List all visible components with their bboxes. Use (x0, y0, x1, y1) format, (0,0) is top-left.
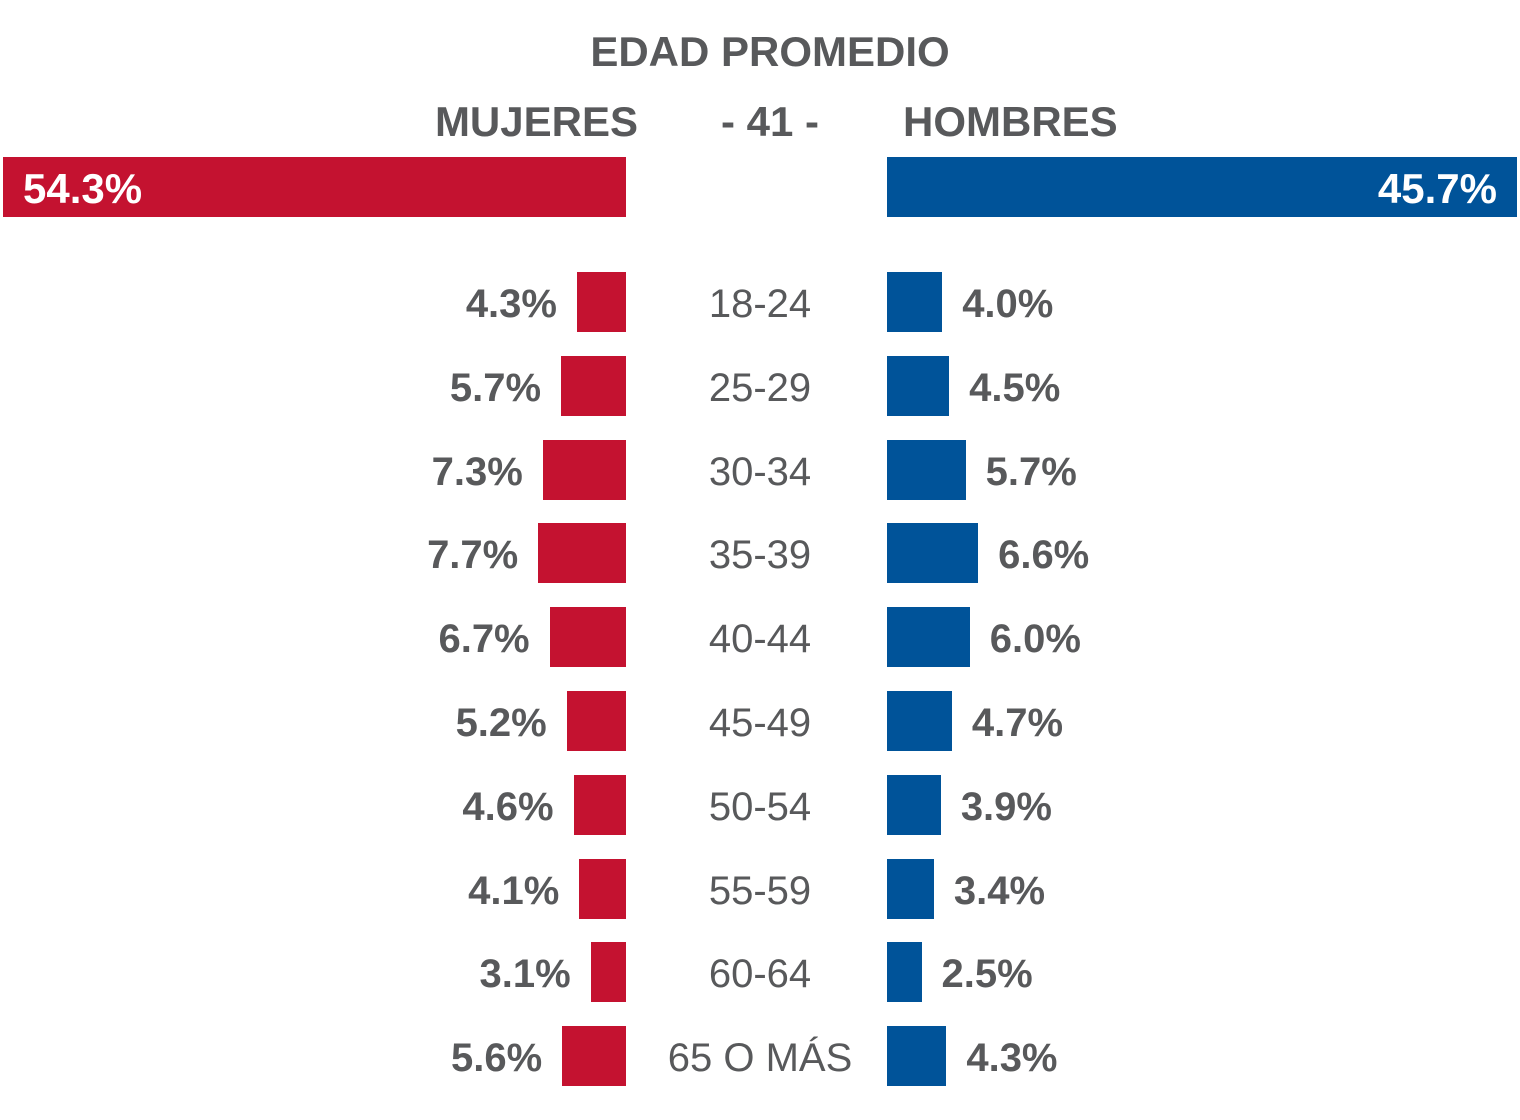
value-label-mujeres: 5.7% (449, 366, 542, 410)
legend-mujeres: MUJERES (434, 98, 638, 145)
average-age: - 41 - (720, 98, 820, 145)
bar-hombres (887, 1026, 947, 1086)
bar-hombres (887, 440, 966, 500)
value-label-mujeres: 4.1% (468, 869, 560, 913)
bar-hombres (887, 942, 922, 1002)
value-label-mujeres: 4.6% (462, 785, 554, 829)
bar-mujeres (561, 356, 626, 416)
bar-mujeres (549, 607, 626, 667)
value-label-mujeres: 6.7% (438, 617, 530, 661)
value-label-hombres: 6.0% (989, 617, 1081, 661)
legend-hombres: HOMBRES (903, 98, 1118, 145)
value-label-mujeres: 4.3% (465, 282, 557, 326)
total-label-hombres: 45.7% (1377, 165, 1497, 212)
value-label-hombres: 3.9% (960, 785, 1052, 829)
category-label: 55-59 (708, 869, 812, 913)
bar-hombres (887, 607, 970, 667)
total-label-mujeres: 54.3% (23, 165, 143, 212)
total-bar-hombres: 45.7% (887, 157, 1517, 217)
value-label-hombres: 4.3% (966, 1036, 1058, 1080)
value-label-mujeres: 7.7% (427, 533, 519, 577)
value-label-mujeres: 7.3% (431, 450, 523, 494)
bar-mujeres (566, 691, 626, 751)
category-label: 25-29 (708, 366, 812, 410)
category-label: 45-49 (708, 701, 812, 745)
value-label-hombres: 4.7% (971, 701, 1064, 745)
bar-hombres (887, 523, 979, 583)
bar-mujeres (573, 775, 626, 835)
bar-mujeres (576, 272, 626, 332)
category-label: 30-34 (708, 450, 812, 494)
value-label-hombres: 4.5% (969, 366, 1061, 410)
bar-mujeres (542, 440, 626, 500)
value-label-hombres: 5.7% (985, 450, 1077, 494)
value-label-mujeres: 3.1% (479, 952, 571, 996)
bar-hombres (887, 272, 943, 332)
chart-title: EDAD PROMEDIO (590, 28, 950, 75)
value-label-mujeres: 5.6% (451, 1036, 543, 1080)
value-label-hombres: 2.5% (941, 952, 1033, 996)
category-label: 35-39 (708, 533, 812, 577)
bar-hombres (887, 859, 934, 919)
total-bar-mujeres: 54.3% (3, 157, 626, 217)
bar-mujeres (590, 942, 626, 1002)
bar-mujeres (562, 1026, 626, 1086)
value-label-mujeres: 5.2% (455, 701, 547, 745)
category-label: 50-54 (708, 785, 812, 829)
bar-hombres (887, 356, 950, 416)
value-label-hombres: 4.0% (962, 282, 1054, 326)
value-label-hombres: 6.6% (998, 533, 1090, 577)
category-label: 65 O MÁS (667, 1036, 853, 1080)
category-label: 40-44 (708, 617, 812, 661)
bar-hombres (887, 691, 952, 751)
category-label: 60-64 (708, 952, 812, 996)
bar-hombres (887, 775, 941, 835)
value-label-hombres: 3.4% (953, 869, 1046, 913)
bar-mujeres (579, 859, 626, 919)
category-label: 18-24 (708, 282, 812, 326)
bar-mujeres (538, 523, 626, 583)
